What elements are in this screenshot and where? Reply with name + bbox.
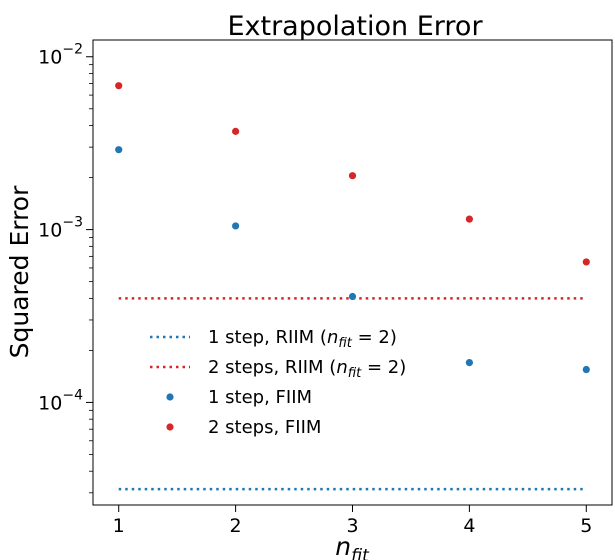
legend-item-2: 2 steps, RIIM (nfit = 2) <box>150 357 406 381</box>
x-tick-label: 2 <box>230 515 242 537</box>
legend-label: 1 step, FIIM <box>208 387 312 408</box>
legend-swatch-marker <box>166 393 174 401</box>
legend-label: 1 step, RIIM (nfit = 2) <box>208 327 397 351</box>
x-tick-label: 1 <box>113 515 125 537</box>
data-point <box>582 365 590 374</box>
data-point <box>232 127 240 135</box>
data-point <box>115 82 123 90</box>
y-tick-label: 10−2 <box>38 42 83 69</box>
data-point <box>348 292 357 301</box>
data-point <box>582 258 590 266</box>
x-tick-label: 5 <box>580 515 592 537</box>
series-3 <box>115 146 590 374</box>
data-point <box>348 172 357 180</box>
x-tick-label: 4 <box>463 515 475 537</box>
legend-label: 2 steps, RIIM (nfit = 2) <box>208 357 406 381</box>
plot-area: 10−4 10−3 10−2 1 2 3 4 5 <box>38 39 613 537</box>
legend-label: 2 steps, FIIM <box>208 417 321 438</box>
svg-text:Squared Error: Squared Error <box>5 185 34 358</box>
plot-frame <box>92 39 613 506</box>
x-tick-label: 3 <box>346 515 358 537</box>
data-point <box>232 222 240 230</box>
x-axis-label-text: nfit <box>335 532 370 560</box>
data-point <box>465 215 473 223</box>
y-axis-label: Squared Error <box>5 185 34 358</box>
legend-swatch-marker <box>166 423 174 431</box>
legend: 1 step, RIIM (nfit = 2) 2 steps, RIIM (nf… <box>150 327 406 438</box>
y-tick-label: 10−4 <box>38 387 83 414</box>
series-4 <box>115 82 590 266</box>
legend-item-1: 1 step, RIIM (nfit = 2) <box>150 327 397 351</box>
chart-title: Extrapolation Error <box>227 11 483 42</box>
data-point <box>465 358 473 367</box>
legend-item-3: 1 step, FIIM <box>166 387 312 408</box>
data-point <box>115 146 123 154</box>
x-axis-label: nfit <box>335 532 370 560</box>
y-tick-label: 10−3 <box>38 215 83 242</box>
legend-item-4: 2 steps, FIIM <box>166 417 321 438</box>
